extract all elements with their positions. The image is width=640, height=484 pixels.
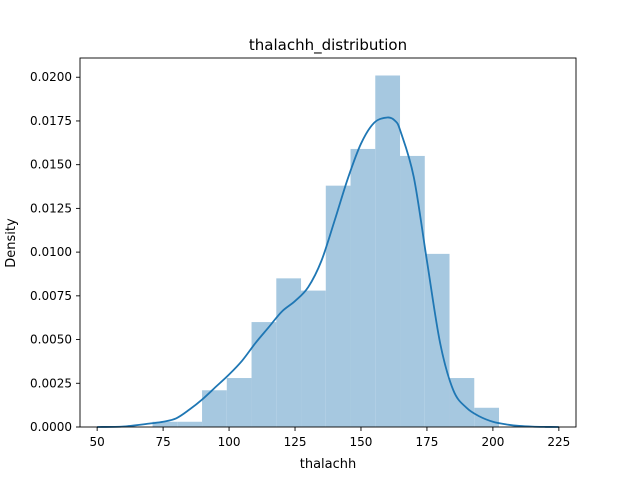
histogram-bar [177,421,203,427]
x-tick-label: 125 [284,435,307,449]
x-tick-label: 150 [350,435,373,449]
histogram-bar [251,322,277,427]
x-tick-label: 75 [155,435,170,449]
histogram-bars [152,75,500,427]
y-axis-ticks: 0.0000 0.0025 0.0050 0.0075 0.0100 0.0125 0.01… [30,70,80,434]
histogram-bar [276,278,302,427]
y-tick-label: 0.0150 [30,158,72,172]
y-tick-label: 0.0200 [30,70,72,84]
x-tick-label: 175 [415,435,438,449]
chart-title: thalachh_distribution [249,36,407,55]
y-tick-label: 0.0100 [30,245,72,259]
histogram-bar [474,407,500,427]
histogram-bar [152,421,178,427]
kde-curve [97,116,559,428]
y-tick-label: 0.0025 [30,376,72,390]
histogram-bar [400,155,425,427]
histogram-bar [301,290,326,427]
plot-frame [79,57,577,428]
x-tick-label: 225 [547,435,570,449]
y-tick-label: 0.0050 [30,333,72,347]
x-axis-label: thalachh [300,457,357,472]
histogram-bar [325,185,351,427]
y-tick-label: 0.0125 [30,201,72,215]
y-tick-label: 0.0175 [30,114,72,128]
histogram-bar [350,148,376,427]
histogram-bar [226,378,252,427]
x-tick-label: 200 [481,435,504,449]
y-axis-label: Density [4,218,19,268]
x-tick-label: 100 [218,435,241,449]
y-tick-label: 0.0075 [30,289,72,303]
y-tick-label: 0.0000 [30,420,72,434]
histogram-bar [424,253,450,427]
histogram-bar [375,75,401,427]
x-tick-label: 50 [90,435,105,449]
x-axis-ticks: 50 75 100 125 150 175 200 225 [90,427,570,449]
